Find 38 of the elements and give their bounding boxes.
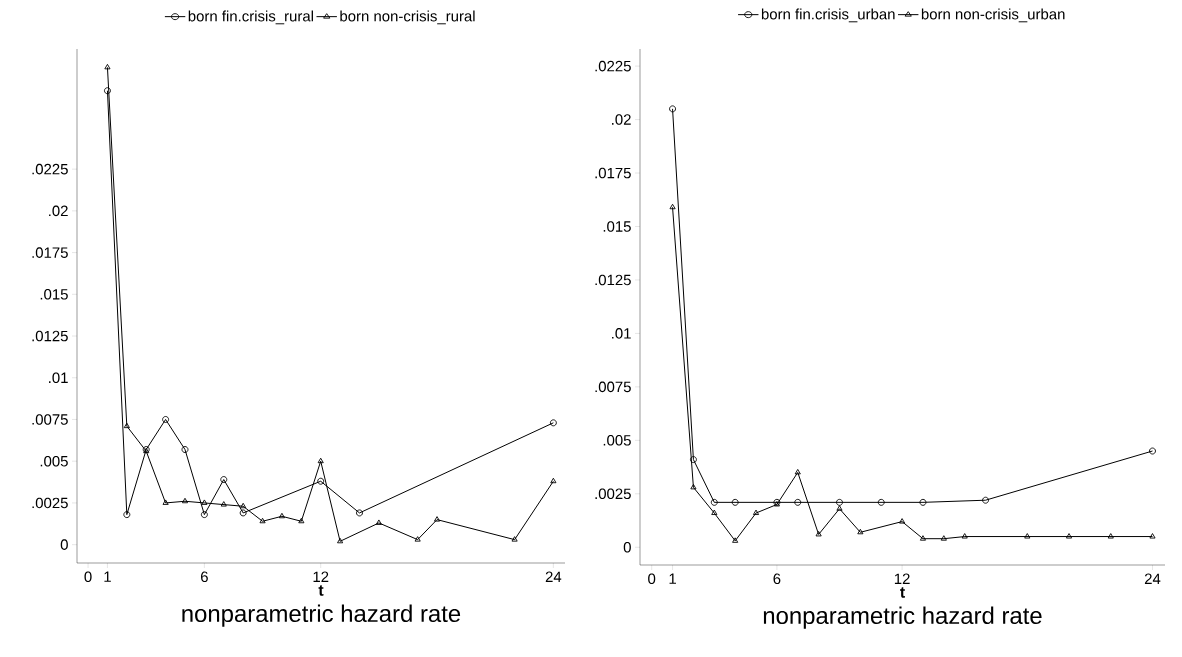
y-tick-label: .0025	[32, 497, 68, 509]
y-tick-label: .0125	[595, 274, 631, 286]
y-tick-label: .02	[49, 205, 68, 217]
legend-label: born non-crisis_rural	[340, 10, 475, 25]
x-axis-title: t	[318, 585, 324, 596]
x-tick-label: 0	[84, 571, 92, 583]
y-tick-label: .0075	[32, 414, 68, 425]
x-tick-label: 1	[104, 571, 111, 582]
x-axis-title: t	[900, 587, 905, 598]
y-tick-label: .0175	[32, 247, 68, 258]
legend-label: born non-crisis_urban	[921, 8, 1065, 23]
x-tick-label: 6	[773, 573, 781, 585]
text: nonparametric hazard rate	[763, 606, 1042, 629]
y-tick-label: .0175	[595, 167, 631, 179]
y-tick-label: .0225	[595, 60, 631, 72]
x-tick-label: 12	[894, 573, 910, 584]
y-tick-label: .01	[49, 372, 68, 384]
x-tick-label: 12	[313, 571, 329, 582]
y-tick-label: .0125	[32, 330, 68, 342]
x-tick-label: 6	[200, 571, 208, 583]
y-tick-label: 0	[623, 541, 631, 553]
x-tick-label: 24	[1144, 573, 1161, 584]
y-tick-label: 0	[60, 539, 68, 550]
x-tick-label: 24	[545, 571, 562, 582]
y-tick-label: .015	[603, 221, 631, 232]
y-tick-label: .02	[612, 114, 631, 125]
y-tick-label: .005	[40, 455, 68, 467]
y-tick-label: .015	[40, 289, 68, 300]
y-tick-label: .0075	[595, 381, 631, 393]
legend-label: born fin.crisis_rural	[188, 10, 313, 25]
text: nonparametric hazard rate	[182, 604, 461, 627]
y-tick-label: .005	[603, 435, 631, 446]
y-tick-label: .0225	[32, 163, 68, 175]
legend-label: born fin.crisis_urban	[761, 8, 895, 23]
y-tick-label: .01	[612, 328, 631, 339]
x-tick-label: 0	[648, 573, 656, 585]
y-tick-label: .0025	[595, 488, 631, 500]
x-tick-label: 1	[669, 573, 676, 584]
